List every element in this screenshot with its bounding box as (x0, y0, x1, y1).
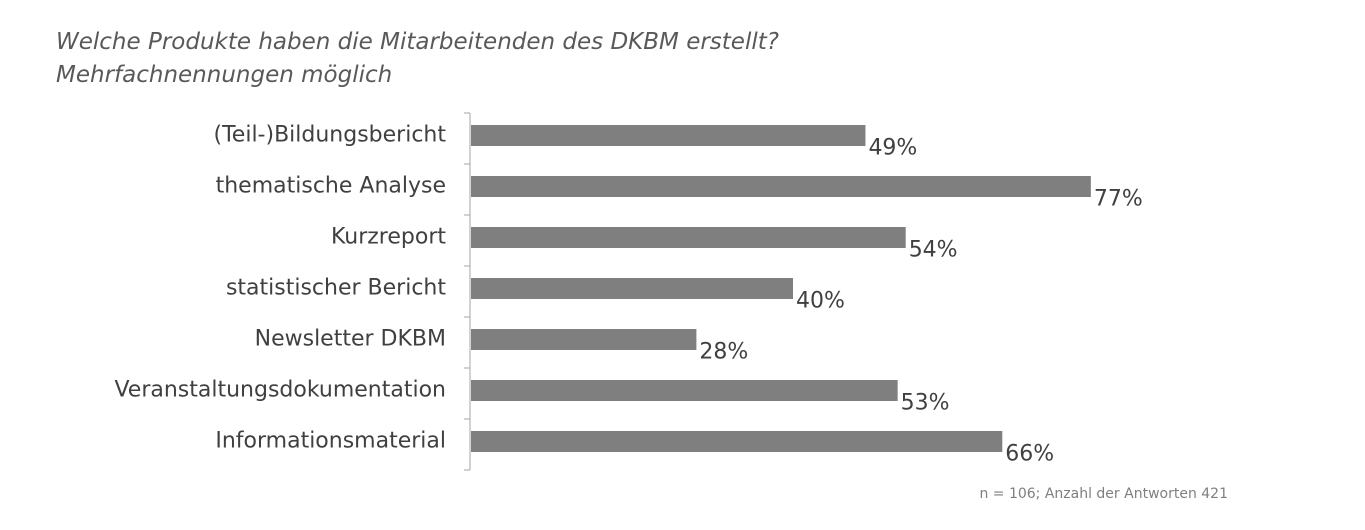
category-label: Kurzreport (331, 225, 446, 250)
bar (471, 278, 793, 299)
category-label: Veranstaltungsdokumentation (114, 378, 446, 403)
data-label: 49% (868, 136, 917, 161)
bar (471, 329, 697, 350)
data-label: 28% (699, 340, 748, 365)
bar (471, 125, 866, 146)
data-label: 77% (1094, 187, 1143, 212)
bar (471, 176, 1091, 197)
category-label: Newsletter DKBM (255, 327, 446, 352)
category-label: statistischer Bericht (226, 276, 446, 301)
data-label: 66% (1005, 442, 1054, 467)
category-label: thematische Analyse (216, 174, 446, 199)
category-label: Informationsmaterial (215, 429, 446, 454)
bars: 49% 77% 54% 40% 28% 53% 66% (471, 125, 1143, 467)
category-axis: (Teil-)Bildungsbericht thematische Analys… (114, 112, 471, 471)
category-label: (Teil-)Bildungsbericht (214, 123, 447, 148)
data-label: 40% (796, 289, 845, 314)
bar (471, 431, 1003, 452)
data-label: 54% (909, 238, 958, 263)
bar (471, 380, 898, 401)
chart-title: Welche Produkte haben die Mitarbeitenden… (56, 29, 779, 55)
data-label: 53% (901, 391, 950, 416)
chart-subtitle: Mehrfachnennungen möglich (56, 62, 392, 88)
bar (471, 227, 906, 248)
sample-size-footnote: n = 106; Anzahl der Antworten 421 (979, 486, 1228, 502)
